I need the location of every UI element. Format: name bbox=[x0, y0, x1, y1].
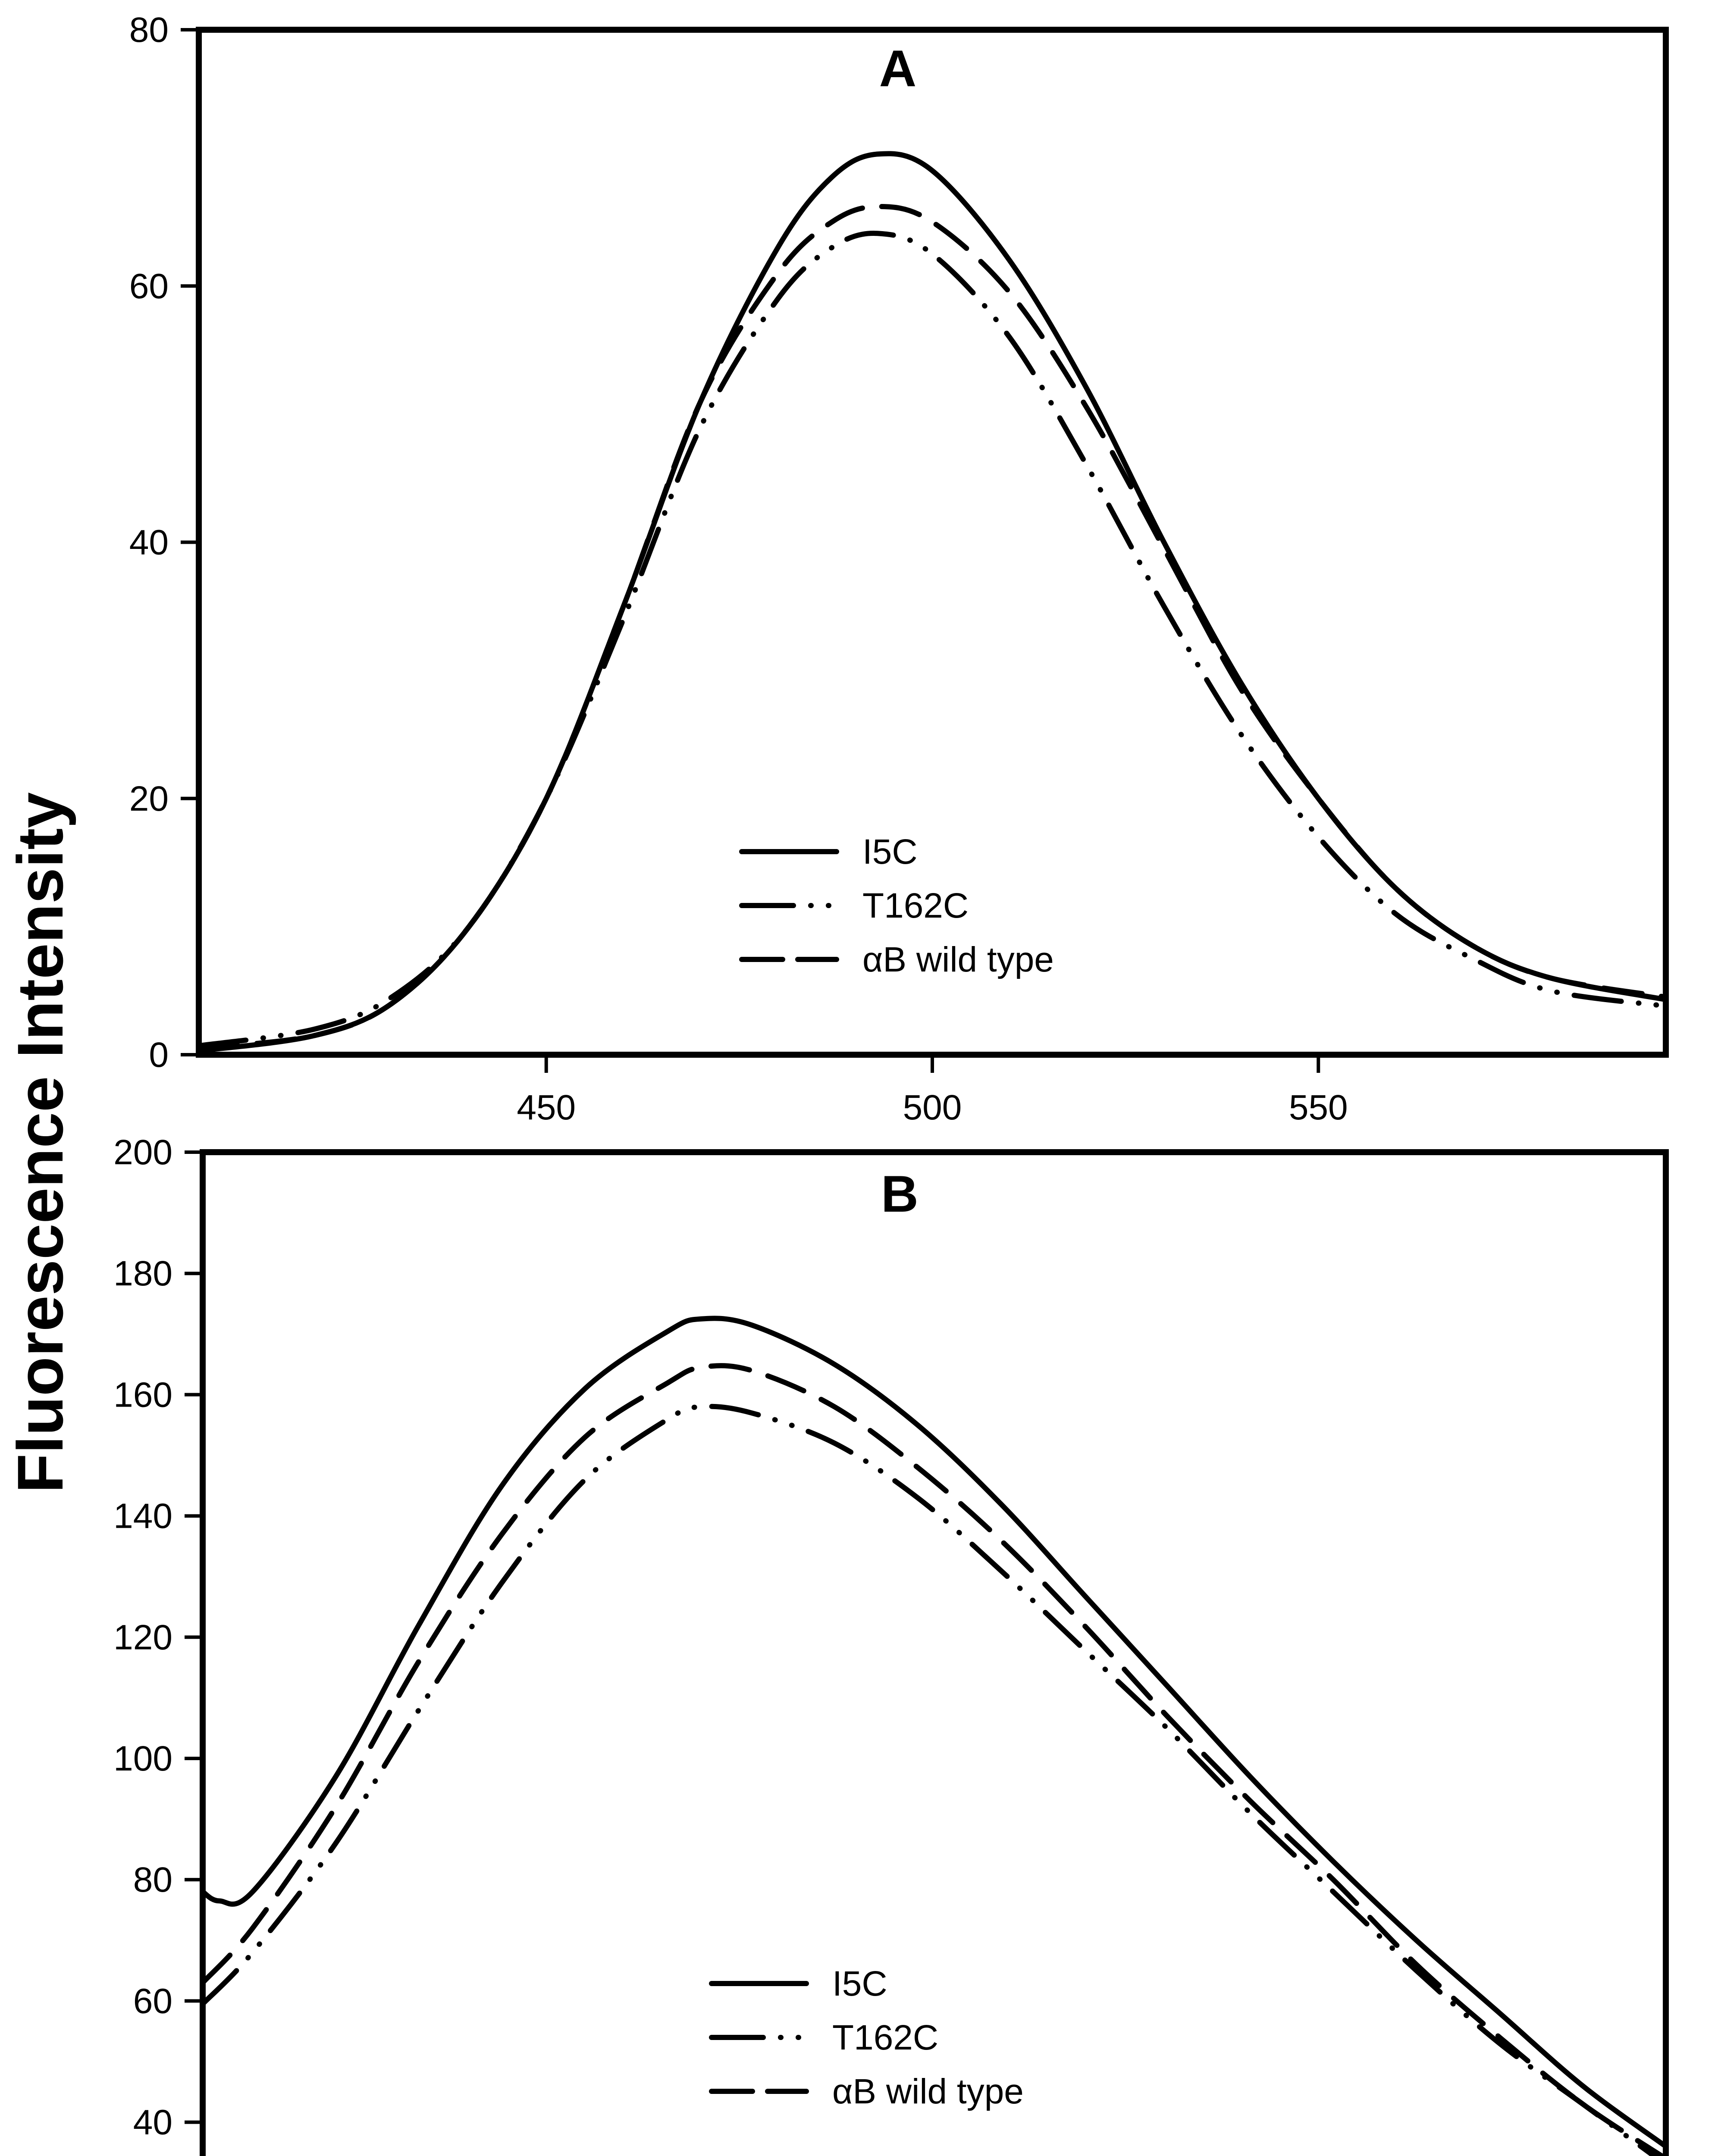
legend-label: T162C bbox=[832, 2018, 938, 2057]
y-tick-label: 80 bbox=[133, 1860, 172, 1899]
y-tick-label: 0 bbox=[149, 1035, 169, 1075]
y-tick-label: 40 bbox=[133, 2103, 172, 2142]
y-tick-label: 180 bbox=[113, 1254, 172, 1293]
legend-label: T162C bbox=[862, 886, 969, 925]
x-tick-label: 500 bbox=[903, 1088, 962, 1127]
series-line--b-wild-type bbox=[203, 1363, 1666, 2156]
y-tick-label: 20 bbox=[129, 779, 169, 818]
y-axis-title: Fluorescence Intensity bbox=[4, 792, 76, 1493]
panel-letter: B bbox=[881, 1165, 919, 1223]
series-group bbox=[199, 151, 1666, 1054]
y-tick-label: 40 bbox=[129, 523, 169, 562]
panel-b: 406080100120140160180200320340360380400B… bbox=[113, 1133, 1669, 2156]
legend-label: I5C bbox=[862, 832, 918, 871]
y-tick-label: 80 bbox=[129, 10, 169, 50]
y-tick-label: 140 bbox=[113, 1497, 172, 1536]
y-tick-label: 60 bbox=[133, 1981, 172, 2021]
series-line--b-wild-type bbox=[199, 204, 1666, 1051]
x-tick-label: 450 bbox=[517, 1088, 576, 1127]
panel-letter: A bbox=[879, 40, 917, 97]
legend-label: αB wild type bbox=[832, 2072, 1024, 2111]
plot-frame bbox=[200, 1149, 1669, 2156]
panel-a: 0 20 40 60 80 450 500 550 A I5C T162C αB wild type bbox=[129, 10, 1669, 1127]
series-group bbox=[203, 1316, 1666, 2156]
legend-label: αB wild type bbox=[862, 940, 1054, 979]
series-line-t162c bbox=[203, 1404, 1658, 2156]
series-line-i5c bbox=[203, 1316, 1666, 2149]
x-tick-label: 550 bbox=[1289, 1088, 1348, 1127]
series-line-t162c bbox=[199, 231, 1666, 1049]
y-tick-label: 60 bbox=[129, 266, 169, 306]
legend: I5C T162C αB wild type bbox=[709, 1964, 1024, 2111]
y-tick-label: 100 bbox=[113, 1739, 172, 1778]
legend-label: I5C bbox=[832, 1964, 887, 2003]
y-tick-label: 120 bbox=[113, 1618, 172, 1657]
y-tick-label: 160 bbox=[113, 1375, 172, 1414]
legend: I5C T162C αB wild type bbox=[739, 832, 1054, 979]
y-tick-label: 200 bbox=[113, 1133, 172, 1172]
